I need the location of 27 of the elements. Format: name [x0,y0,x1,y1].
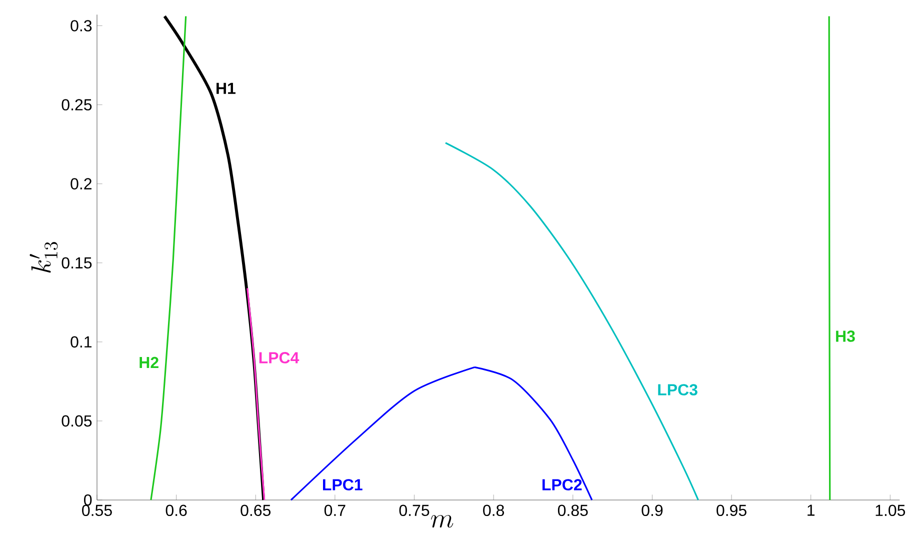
x-tick-label: 0.9 [642,504,663,516]
y-tick-label: 0 [84,494,92,506]
series-label: LPC3 [658,384,698,396]
y-tick-label: 0.2 [70,178,92,190]
y-tick-label: 0.3 [70,20,92,32]
x-tick-label: 0.95 [716,504,746,516]
x-tick-label: 1 [808,504,815,516]
series-label: LPC2 [542,479,582,490]
y-tick-label: 0.15 [62,257,92,269]
y-tick-label: 0.25 [62,99,92,110]
x-tick-label: 0.55 [82,504,112,516]
series-label: LPC4 [259,352,300,364]
series-label: H1 [216,82,236,94]
y-tick-label: 0.05 [62,415,92,427]
y-axis-title: $k'_{13}$ [30,242,58,273]
series-label: LPC1 [323,479,362,490]
y-tick-label: 0.1 [70,336,92,348]
x-tick-label: 0.8 [483,504,504,516]
x-tick-label: 0.65 [240,504,271,516]
x-tick-label: 0.6 [166,504,187,516]
x-tick-label: 0.85 [558,504,588,516]
x-axis-title: $m$ [431,515,454,528]
x-tick-label: 1.05 [876,504,906,516]
x-tick-label: 0.75 [399,504,430,516]
x-tick-label: 0.7 [324,504,346,516]
series-label: H2 [140,356,158,368]
series-label: H3 [836,330,855,342]
